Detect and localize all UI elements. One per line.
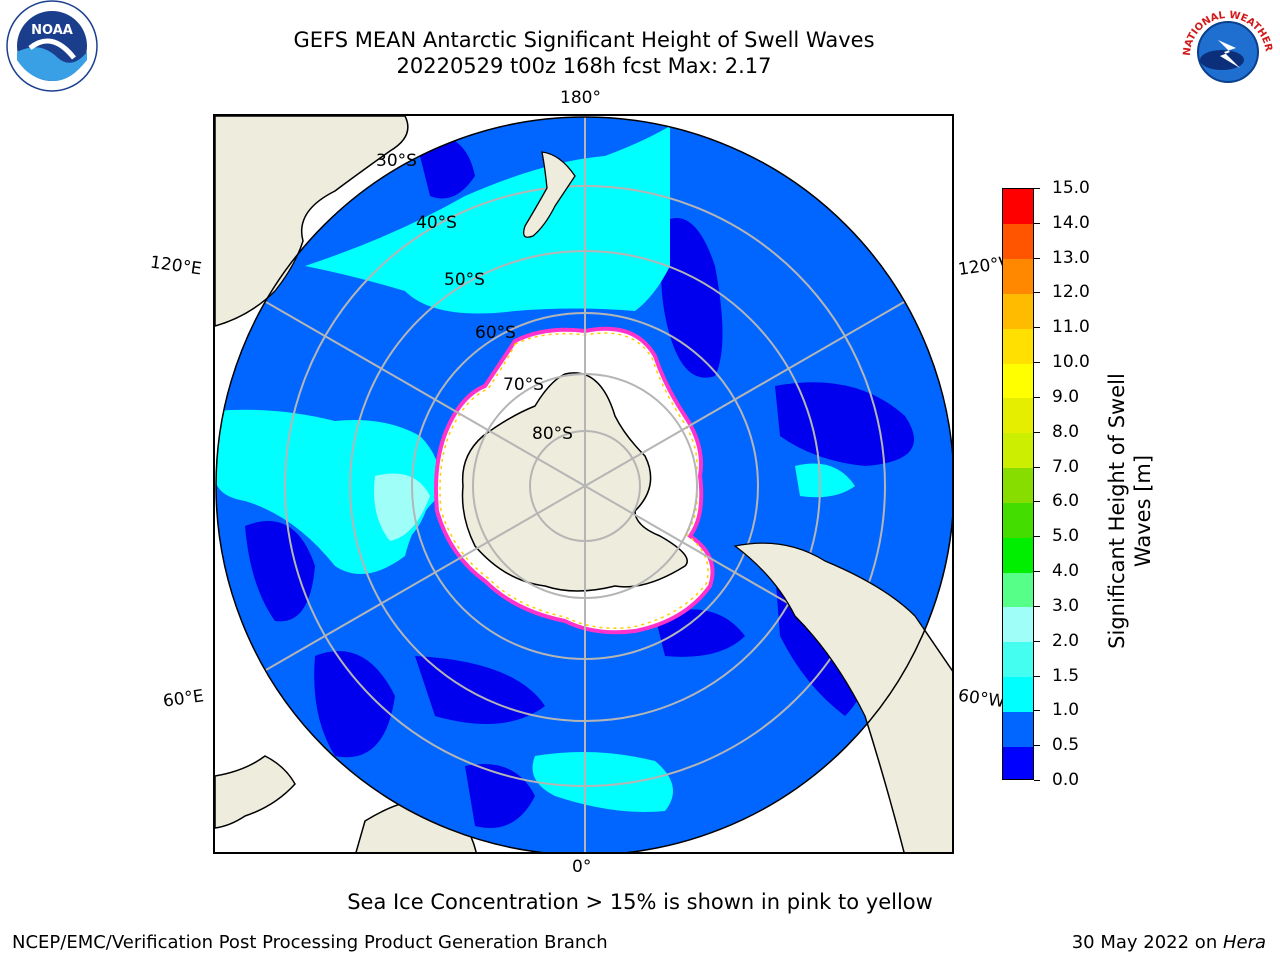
colorbar-tick-label: 3.0 <box>1052 595 1080 616</box>
new-zealand <box>522 151 576 238</box>
colorbar-tick-label: 9.0 <box>1052 386 1080 407</box>
noaa-logo-text: NOAA <box>31 23 73 38</box>
map-boundary <box>215 116 952 852</box>
colorbar-tick-label: 0.5 <box>1052 735 1080 756</box>
nws-logo: NATIONAL WEATHER SERVICE <box>1178 0 1274 98</box>
colorbar-label: Significant Height of Swell Waves [m] <box>1105 373 1155 649</box>
lon-label-180: 180° <box>560 88 601 108</box>
colorbar-tick-mark <box>1034 501 1040 503</box>
colorbar-tick-mark <box>1034 710 1040 712</box>
lat-label-70s: 70°S <box>503 375 544 395</box>
higher-swell-areas <box>374 473 430 541</box>
colorbar-segment <box>1003 189 1033 225</box>
chart-title: GEFS MEAN Antarctic Significant Height o… <box>293 28 875 52</box>
credit-line: NCEP/EMC/Verification Post Processing Pr… <box>12 932 608 953</box>
colorbar-tick-label: 10.0 <box>1052 352 1090 373</box>
colorbar-segment <box>1003 746 1033 779</box>
colorbar-tick-label: 1.5 <box>1052 665 1080 686</box>
lat-label-60s: 60°S <box>475 323 516 343</box>
colorbar-tick-label: 14.0 <box>1052 212 1090 233</box>
colorbar-segment <box>1003 676 1033 712</box>
colorbar-tick-label: 13.0 <box>1052 247 1090 268</box>
colorbar-tick-label: 0.0 <box>1052 770 1080 790</box>
colorbar-segment <box>1003 258 1033 294</box>
colorbar-segment <box>1003 223 1033 260</box>
colorbar-segment <box>1003 328 1033 364</box>
colorbar-tick-mark <box>1034 362 1040 364</box>
map-panel <box>213 114 954 854</box>
noaa-logo: NOAA <box>6 0 98 92</box>
colorbar-segment <box>1003 293 1033 329</box>
colorbar-tick-mark <box>1034 396 1040 398</box>
colorbar-segment <box>1003 432 1033 469</box>
colorbar-segment <box>1003 572 1033 608</box>
colorbar-segment <box>1003 502 1033 538</box>
colorbar <box>1002 188 1034 780</box>
colorbar-tick-mark <box>1034 222 1040 224</box>
colorbar-tick-mark <box>1034 327 1040 329</box>
chart-subtitle: 20220529 t00z 168h fcst Max: 2.17 <box>396 54 772 78</box>
colorbar-tick-mark <box>1034 640 1040 642</box>
colorbar-tick-mark <box>1034 257 1040 259</box>
lat-label-50s: 50°S <box>444 270 485 290</box>
colorbar-tick-mark <box>1034 571 1040 573</box>
date-text: 30 May 2022 on <box>1071 932 1223 953</box>
date-stamp: 30 May 2022 on Hera <box>1072 932 1266 953</box>
colorbar-tick-label: 1.0 <box>1052 700 1080 721</box>
colorbar-tick-label: 11.0 <box>1052 317 1090 338</box>
colorbar-segment <box>1003 397 1033 434</box>
machine-name: Hera <box>1222 932 1266 953</box>
sea-ice-note: Sea Ice Concentration > 15% is shown in … <box>347 890 933 914</box>
colorbar-tick-label: 7.0 <box>1052 456 1080 477</box>
lat-label-40s: 40°S <box>416 213 457 233</box>
lon-label-120e: 120°E <box>148 252 203 280</box>
colorbar-tick-mark <box>1034 675 1040 677</box>
antarctica-land <box>461 372 688 592</box>
colorbar-segment <box>1003 606 1033 643</box>
colorbar-tick-label: 12.0 <box>1052 282 1090 303</box>
colorbar-tick-label: 2.0 <box>1052 630 1080 651</box>
lat-label-80s: 80°S <box>532 424 573 444</box>
colorbar-segment <box>1003 641 1033 678</box>
colorbar-tick-mark <box>1034 605 1040 607</box>
colorbar-tick-mark <box>1034 431 1040 433</box>
lon-label-60e: 60°E <box>161 686 206 712</box>
colorbar-tick-mark <box>1034 466 1040 468</box>
colorbar-tick-label: 5.0 <box>1052 526 1080 547</box>
polar-map <box>215 116 952 852</box>
colorbar-tick-mark <box>1034 780 1040 781</box>
colorbar-tick-mark <box>1034 188 1040 189</box>
lat-label-30s: 30°S <box>376 151 417 171</box>
lon-label-0: 0° <box>572 857 592 877</box>
colorbar-tick-label: 4.0 <box>1052 561 1080 582</box>
colorbar-segment <box>1003 363 1033 399</box>
colorbar-tick-label: 15.0 <box>1052 178 1090 198</box>
colorbar-segment <box>1003 467 1033 503</box>
colorbar-tick-mark <box>1034 745 1040 747</box>
colorbar-segment <box>1003 537 1033 573</box>
colorbar-tick-mark <box>1034 536 1040 538</box>
lon-label-60w: 60°W <box>956 685 1007 713</box>
colorbar-tick-label: 8.0 <box>1052 421 1080 442</box>
colorbar-tick-label: 6.0 <box>1052 491 1080 512</box>
colorbar-segment <box>1003 711 1033 747</box>
colorbar-tick-mark <box>1034 292 1040 294</box>
